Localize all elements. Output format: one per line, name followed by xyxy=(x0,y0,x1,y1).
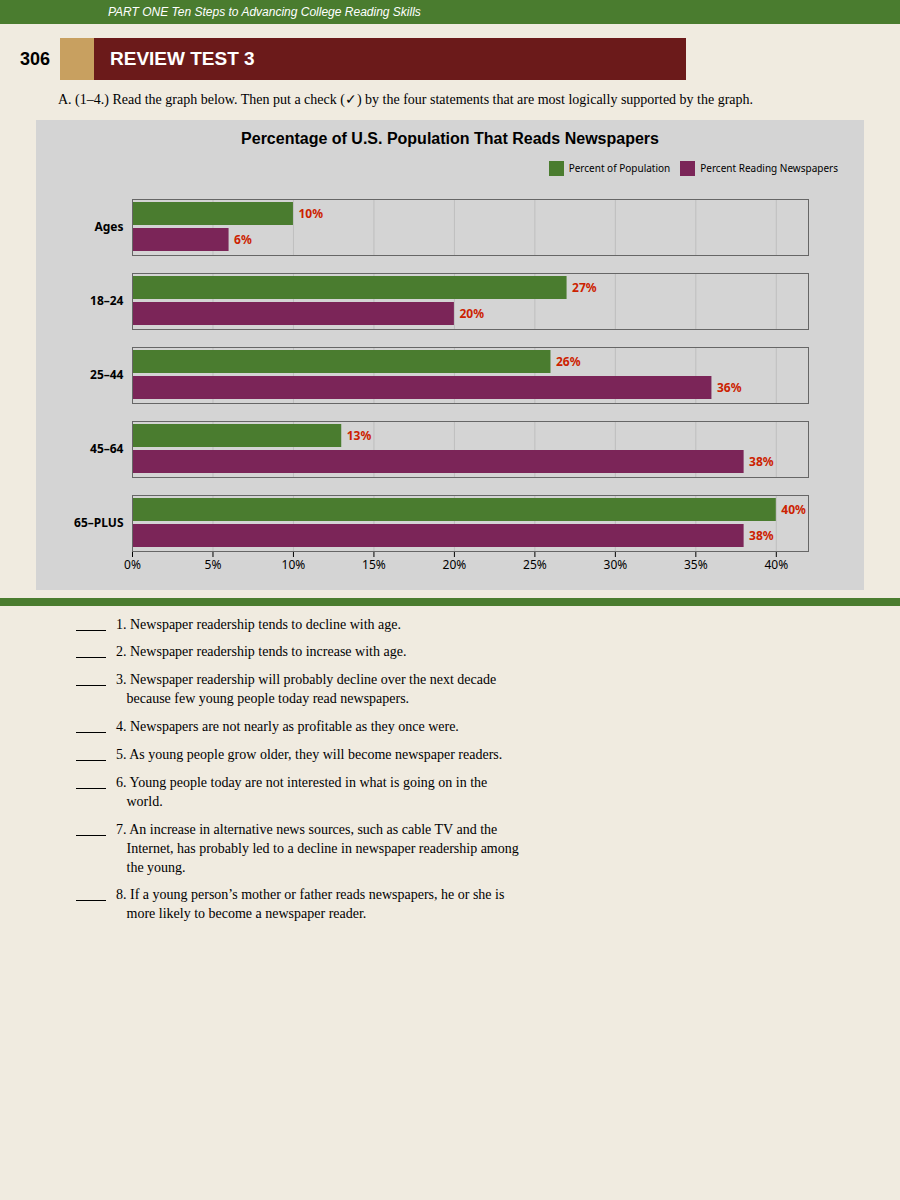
html-text:8. If a young person’s mother: 8. If a young person’s mother or father … xyxy=(116,887,505,922)
svg-text:20%: 20% xyxy=(443,556,467,573)
html-text:7. An increase in alternative: 7. An increase in alternative news sourc… xyxy=(116,821,519,875)
svg-text:25%: 25% xyxy=(523,556,547,573)
svg-text:25–44: 25–44 xyxy=(90,366,124,383)
html-text:Percent of Population: Percent of Population xyxy=(568,161,671,176)
svg-text:65–PLUS: 65–PLUS xyxy=(74,514,124,531)
svg-text:20%: 20% xyxy=(459,304,484,321)
svg-text:35%: 35% xyxy=(684,556,708,573)
svg-text:40%: 40% xyxy=(764,556,788,573)
svg-text:13%: 13% xyxy=(347,426,372,443)
html-text:4. Newspapers are not nearly a: 4. Newspapers are not nearly as profitab… xyxy=(116,719,459,735)
svg-text:6%: 6% xyxy=(234,230,252,247)
svg-text:38%: 38% xyxy=(749,452,774,469)
svg-text:15%: 15% xyxy=(362,556,386,573)
html-text:6. Young people today are not: 6. Young people today are not interested… xyxy=(116,774,488,809)
svg-text:26%: 26% xyxy=(556,352,581,369)
html-text:306: 306 xyxy=(20,48,50,69)
svg-text:5%: 5% xyxy=(205,556,222,573)
svg-text:0%: 0% xyxy=(124,556,141,573)
html-text:PART ONE Ten Steps to Advancin: PART ONE Ten Steps to Advancing College … xyxy=(108,5,421,19)
html-text:2. Newspaper readership tends: 2. Newspaper readership tends to increas… xyxy=(116,644,407,660)
svg-text:38%: 38% xyxy=(749,526,774,543)
html-text:5. As young people grow older,: 5. As young people grow older, they will… xyxy=(116,747,503,762)
svg-text:30%: 30% xyxy=(604,556,628,573)
svg-text:Ages: Ages xyxy=(94,218,123,235)
html-text:1. Newspaper readership tends: 1. Newspaper readership tends to decline… xyxy=(116,616,401,632)
svg-text:10%: 10% xyxy=(282,556,306,573)
svg-text:18–24: 18–24 xyxy=(90,292,124,309)
html-text:3. Newspaper readership will p: 3. Newspaper readership will probably de… xyxy=(116,672,497,707)
html-text:Percent Reading Newspapers: Percent Reading Newspapers xyxy=(700,161,838,176)
svg-text:10%: 10% xyxy=(298,204,323,221)
html-text:REVIEW TEST 3: REVIEW TEST 3 xyxy=(110,48,255,69)
svg-text:36%: 36% xyxy=(717,378,742,395)
svg-text:27%: 27% xyxy=(572,278,597,295)
svg-text:40%: 40% xyxy=(781,500,806,517)
svg-text:45–64: 45–64 xyxy=(90,440,124,457)
html-text:Percentage of U.S. Population: Percentage of U.S. Population That Reads… xyxy=(241,129,659,147)
html-text:A. (1–4.) Read the graph below: A. (1–4.) Read the graph below. Then put… xyxy=(58,92,754,107)
